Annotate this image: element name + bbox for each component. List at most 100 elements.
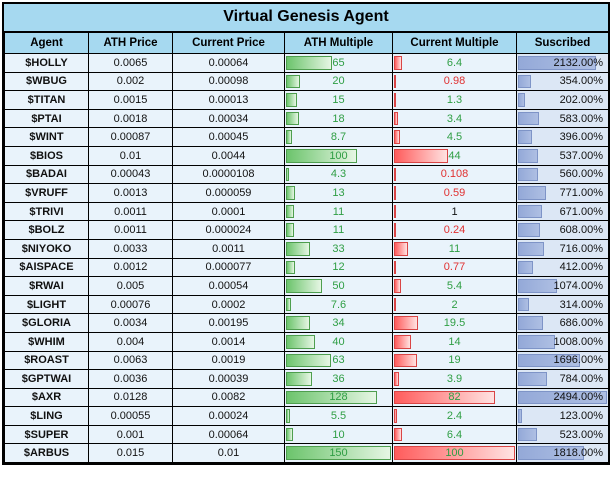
subscribed-cell-value: 123.00% <box>559 410 603 423</box>
current-price-cell: 0.0000108 <box>172 164 285 185</box>
subscribed-cell-value: 202.00% <box>559 93 603 106</box>
ath-multiple-cell: 40 <box>284 331 393 352</box>
ath-multiple-cell-value: 63 <box>332 354 345 367</box>
blue-data-bar <box>518 390 607 405</box>
current-price-cell: 0.00039 <box>172 369 285 389</box>
ath-multiple-cell: 36 <box>284 369 393 389</box>
current-multiple-cell: 4.5 <box>392 127 517 147</box>
column-header-suscribed: Suscribed <box>516 32 609 54</box>
blue-data-bar <box>518 409 523 423</box>
current-multiple-cell-value: 14 <box>448 335 461 348</box>
table-row: $AISPACE 0.0012 0.000077 12 0.77 412.00% <box>4 257 609 278</box>
current-price-cell: 0.0011 <box>172 238 285 259</box>
red-data-bar <box>394 56 402 70</box>
current-price-cell: 0.00034 <box>172 108 285 129</box>
current-multiple-cell: 3.4 <box>392 108 517 129</box>
subscribed-cell: 784.00% <box>516 369 609 389</box>
subscribed-cell-value: 1818.00% <box>553 447 603 460</box>
current-multiple-cell-value: 19 <box>448 354 461 367</box>
ath-multiple-cell-value: 4.3 <box>330 168 347 181</box>
current-price-cell: 0.00054 <box>172 276 285 296</box>
ath-multiple-cell-value: 12 <box>332 261 345 274</box>
blue-data-bar <box>518 297 530 312</box>
current-multiple-cell: 0.24 <box>392 220 517 240</box>
ath-multiple-cell-value: 36 <box>332 372 345 385</box>
green-data-bar <box>286 56 333 70</box>
table-row: $LING 0.00055 0.00024 5.5 2.4 123.00% <box>4 406 609 426</box>
ath-multiple-cell-value: 100 <box>329 149 348 162</box>
ath-multiple-cell: 4.3 <box>284 164 393 185</box>
ath-price-cell: 0.002 <box>88 71 173 92</box>
ath-multiple-cell-value: 5.5 <box>330 410 347 423</box>
subscribed-cell-value: 671.00% <box>559 205 603 218</box>
ath-price-cell: 0.0036 <box>88 369 173 389</box>
subscribed-cell: 123.00% <box>516 406 609 426</box>
current-multiple-cell-value: 100 <box>445 447 464 460</box>
column-header-ath-multiple: ATH Multiple <box>284 32 393 54</box>
current-multiple-cell-value: 11 <box>448 242 461 255</box>
current-price-cell: 0.00024 <box>172 406 285 426</box>
table-row: $LIGHT 0.00076 0.0002 7.6 2 314.00% <box>4 294 609 315</box>
current-multiple-cell-value: 44 <box>448 149 461 162</box>
current-price-cell: 0.00064 <box>172 424 285 445</box>
subscribed-cell: 523.00% <box>516 424 609 445</box>
ath-multiple-cell-value: 33 <box>332 242 345 255</box>
subscribed-cell-value: 686.00% <box>559 317 603 330</box>
ath-price-cell: 0.005 <box>88 276 173 296</box>
agent-cell: $GLORIA <box>4 313 89 333</box>
ath-multiple-cell-value: 18 <box>332 112 345 125</box>
table-row: $ARBUS 0.015 0.01 150 100 1818.00% <box>4 443 609 464</box>
blue-data-bar <box>518 167 539 182</box>
agent-cell: $WINT <box>4 127 89 147</box>
current-multiple-cell: 44 <box>392 145 517 166</box>
current-multiple-cell: 2.4 <box>392 406 517 426</box>
agent-cell: $SUPER <box>4 424 89 445</box>
current-multiple-cell-value: 2 <box>451 298 458 311</box>
green-data-bar <box>286 148 358 163</box>
header-row: Agent ATH Price Current Price ATH Multiple C… <box>4 32 609 54</box>
ath-price-cell: 0.0063 <box>88 350 173 371</box>
ath-price-cell: 0.0015 <box>88 90 173 110</box>
ath-price-cell: 0.01 <box>88 145 173 166</box>
current-multiple-cell: 82 <box>392 387 517 408</box>
current-multiple-cell-value: 0.77 <box>443 261 466 274</box>
agents-data-table: Agent ATH Price Current Price ATH Multiple C… <box>4 32 609 464</box>
table-row: $WINT 0.00087 0.00045 8.7 4.5 396.00% <box>4 127 609 147</box>
ath-price-cell: 0.00087 <box>88 127 173 147</box>
subscribed-cell-value: 1696.00% <box>553 354 603 367</box>
agent-cell: $BIOS <box>4 145 89 166</box>
agent-cell: $ROAST <box>4 350 89 371</box>
ath-price-cell: 0.0012 <box>88 257 173 278</box>
current-multiple-cell-value: 0.59 <box>443 186 466 199</box>
subscribed-cell-value: 784.00% <box>559 372 603 385</box>
table-row: $BIOS 0.01 0.0044 100 44 537.00% <box>4 145 609 166</box>
ath-price-cell: 0.0033 <box>88 238 173 259</box>
blue-data-bar <box>518 372 547 386</box>
red-data-bar <box>394 353 418 368</box>
table-row: $WHIM 0.004 0.0014 40 14 1008.00% <box>4 331 609 352</box>
subscribed-cell: 1696.00% <box>516 350 609 371</box>
agent-cell: $WBUG <box>4 71 89 92</box>
table-row: $PTAI 0.0018 0.00034 18 3.4 583.00% <box>4 108 609 129</box>
current-multiple-cell: 0.77 <box>392 257 517 278</box>
current-multiple-cell: 1.3 <box>392 90 517 110</box>
subscribed-cell-value: 354.00% <box>559 75 603 88</box>
blue-data-bar <box>518 446 585 461</box>
current-multiple-cell: 2 <box>392 294 517 315</box>
blue-data-bar <box>518 316 544 330</box>
ath-price-cell: 0.00043 <box>88 164 173 185</box>
ath-multiple-cell-value: 34 <box>332 317 345 330</box>
red-data-bar <box>394 260 396 275</box>
green-data-bar <box>286 93 297 107</box>
ath-multiple-cell: 65 <box>284 53 393 73</box>
blue-data-bar <box>518 186 547 200</box>
current-multiple-cell-value: 6.4 <box>446 428 463 441</box>
red-data-bar <box>394 241 408 256</box>
subscribed-cell: 560.00% <box>516 164 609 185</box>
subscribed-cell: 608.00% <box>516 220 609 240</box>
ath-multiple-cell: 15 <box>284 90 393 110</box>
green-data-bar <box>286 316 311 330</box>
ath-multiple-cell-value: 8.7 <box>330 131 347 144</box>
current-price-cell: 0.0044 <box>172 145 285 166</box>
subscribed-cell-value: 314.00% <box>559 298 603 311</box>
